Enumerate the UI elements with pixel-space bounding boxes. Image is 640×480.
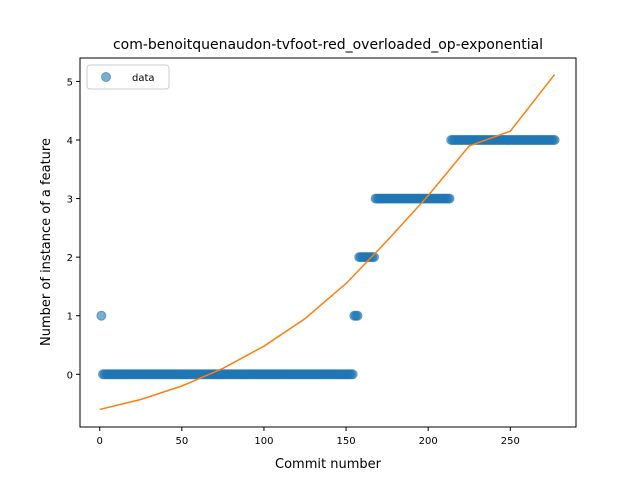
x-tick-label: 150 xyxy=(337,436,356,447)
data-point xyxy=(96,310,107,321)
data-point xyxy=(352,310,363,321)
axes-frame xyxy=(79,57,577,428)
legend: data xyxy=(86,64,170,90)
data-point xyxy=(549,135,560,145)
fit-line xyxy=(99,73,556,411)
y-tick-label: 1 xyxy=(67,312,73,323)
y-tick-label: 4 xyxy=(67,136,73,147)
x-tick-label: 50 xyxy=(175,436,188,447)
y-tick-label: 0 xyxy=(67,370,73,381)
y-axis-label: Number of instance of a feature xyxy=(39,138,54,346)
y-tick-label: 5 xyxy=(67,77,73,88)
data-point xyxy=(368,252,379,263)
legend-label-data: data xyxy=(132,73,155,84)
legend-marker-data xyxy=(101,72,111,82)
legend-box xyxy=(86,64,170,90)
y-tick-label: 3 xyxy=(67,195,73,206)
x-tick-label: 100 xyxy=(254,436,273,447)
chart-title: com-benoitquenaudon-tvfoot-red_overloade… xyxy=(113,37,543,53)
x-axis: 0 50 100 150 200 250 xyxy=(97,427,520,447)
data-point xyxy=(444,193,455,204)
x-tick-label: 250 xyxy=(501,436,520,447)
data-point xyxy=(347,369,358,380)
y-tick-label: 2 xyxy=(67,253,73,264)
x-tick-label: 200 xyxy=(419,436,438,447)
y-axis: 0 1 2 3 4 5 xyxy=(67,77,80,381)
plot-area xyxy=(96,73,560,411)
x-axis-label: Commit number xyxy=(275,457,382,472)
x-tick-label: 0 xyxy=(97,436,103,447)
